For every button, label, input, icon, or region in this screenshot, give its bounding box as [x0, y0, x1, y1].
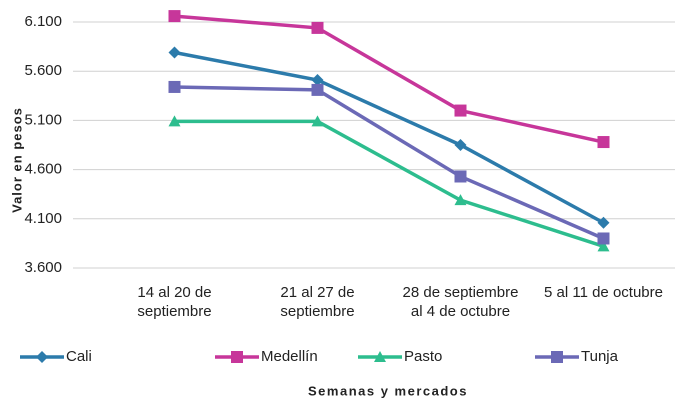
y-tick-label: 4.100: [24, 210, 62, 227]
marker: [36, 351, 48, 363]
marker: [168, 10, 181, 23]
marker: [597, 232, 610, 245]
line: [174, 119, 605, 249]
x-tick-label: 28 de septiembre al 4 de octubre: [402, 284, 519, 320]
y-tick-label: 5.600: [24, 62, 62, 79]
y-tick-label: 5.100: [24, 111, 62, 128]
x-axis-title: Semanas y mercados: [308, 383, 468, 398]
marker: [597, 216, 610, 229]
marker: [551, 351, 563, 363]
legend-label: Cali: [66, 348, 92, 365]
line: [174, 85, 605, 241]
y-tick-label: 4.600: [24, 161, 62, 178]
marker: [454, 194, 467, 206]
marker: [231, 351, 243, 363]
marker: [454, 139, 467, 151]
y-tick-label: 3.600: [24, 259, 62, 276]
marker: [374, 351, 386, 362]
legend-label: Tunja: [581, 348, 619, 365]
marker: [597, 240, 610, 252]
y-axis-title: Valor en pesos: [9, 107, 24, 213]
marker: [168, 80, 181, 93]
marker: [311, 74, 324, 87]
y-tick-label: 6.100: [24, 13, 62, 30]
legend-label: Medellín: [261, 348, 318, 365]
marker: [311, 21, 324, 34]
marker: [168, 115, 181, 127]
marker: [454, 170, 467, 183]
marker: [311, 83, 324, 96]
x-tick-label: 5 al 11 de octubre: [544, 284, 663, 301]
marker: [597, 136, 610, 149]
line: [174, 50, 605, 225]
line: [174, 14, 604, 144]
marker: [454, 104, 467, 117]
x-tick-label: 21 al 27 de septiembre: [280, 284, 355, 320]
x-tick-label: 14 al 20 de septiembre: [137, 284, 212, 320]
marker: [311, 115, 324, 127]
marker: [168, 46, 181, 59]
legend-label: Pasto: [404, 348, 442, 365]
